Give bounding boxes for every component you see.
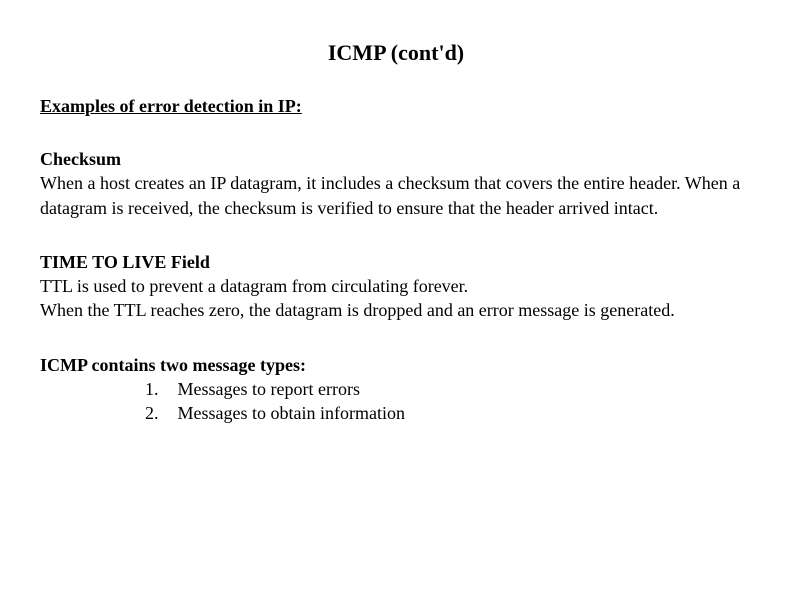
- checksum-paragraph: Checksum When a host creates an IP datag…: [40, 147, 752, 220]
- ttl-heading: TIME TO LIVE Field: [40, 250, 752, 274]
- list-item: 1. Messages to report errors: [145, 377, 752, 401]
- message-types-heading: ICMP contains two message types:: [40, 353, 752, 377]
- ttl-line-1: TTL is used to prevent a datagram from c…: [40, 274, 752, 298]
- section-heading: Examples of error detection in IP:: [40, 96, 752, 117]
- page-title: ICMP (cont'd): [40, 40, 752, 66]
- ttl-paragraph: TIME TO LIVE Field TTL is used to preven…: [40, 250, 752, 323]
- ttl-line-2: When the TTL reaches zero, the datagram …: [40, 298, 752, 322]
- slide-page: ICMP (cont'd) Examples of error detectio…: [0, 0, 792, 612]
- list-text: Messages to report errors: [178, 379, 360, 399]
- checksum-heading: Checksum: [40, 147, 752, 171]
- message-types-section: ICMP contains two message types: 1. Mess…: [40, 353, 752, 426]
- checksum-body: When a host creates an IP datagram, it i…: [40, 171, 752, 220]
- list-number: 1.: [145, 377, 173, 401]
- list-item: 2. Messages to obtain information: [145, 401, 752, 425]
- message-types-list: 1. Messages to report errors 2. Messages…: [40, 377, 752, 426]
- list-number: 2.: [145, 401, 173, 425]
- list-text: Messages to obtain information: [178, 403, 405, 423]
